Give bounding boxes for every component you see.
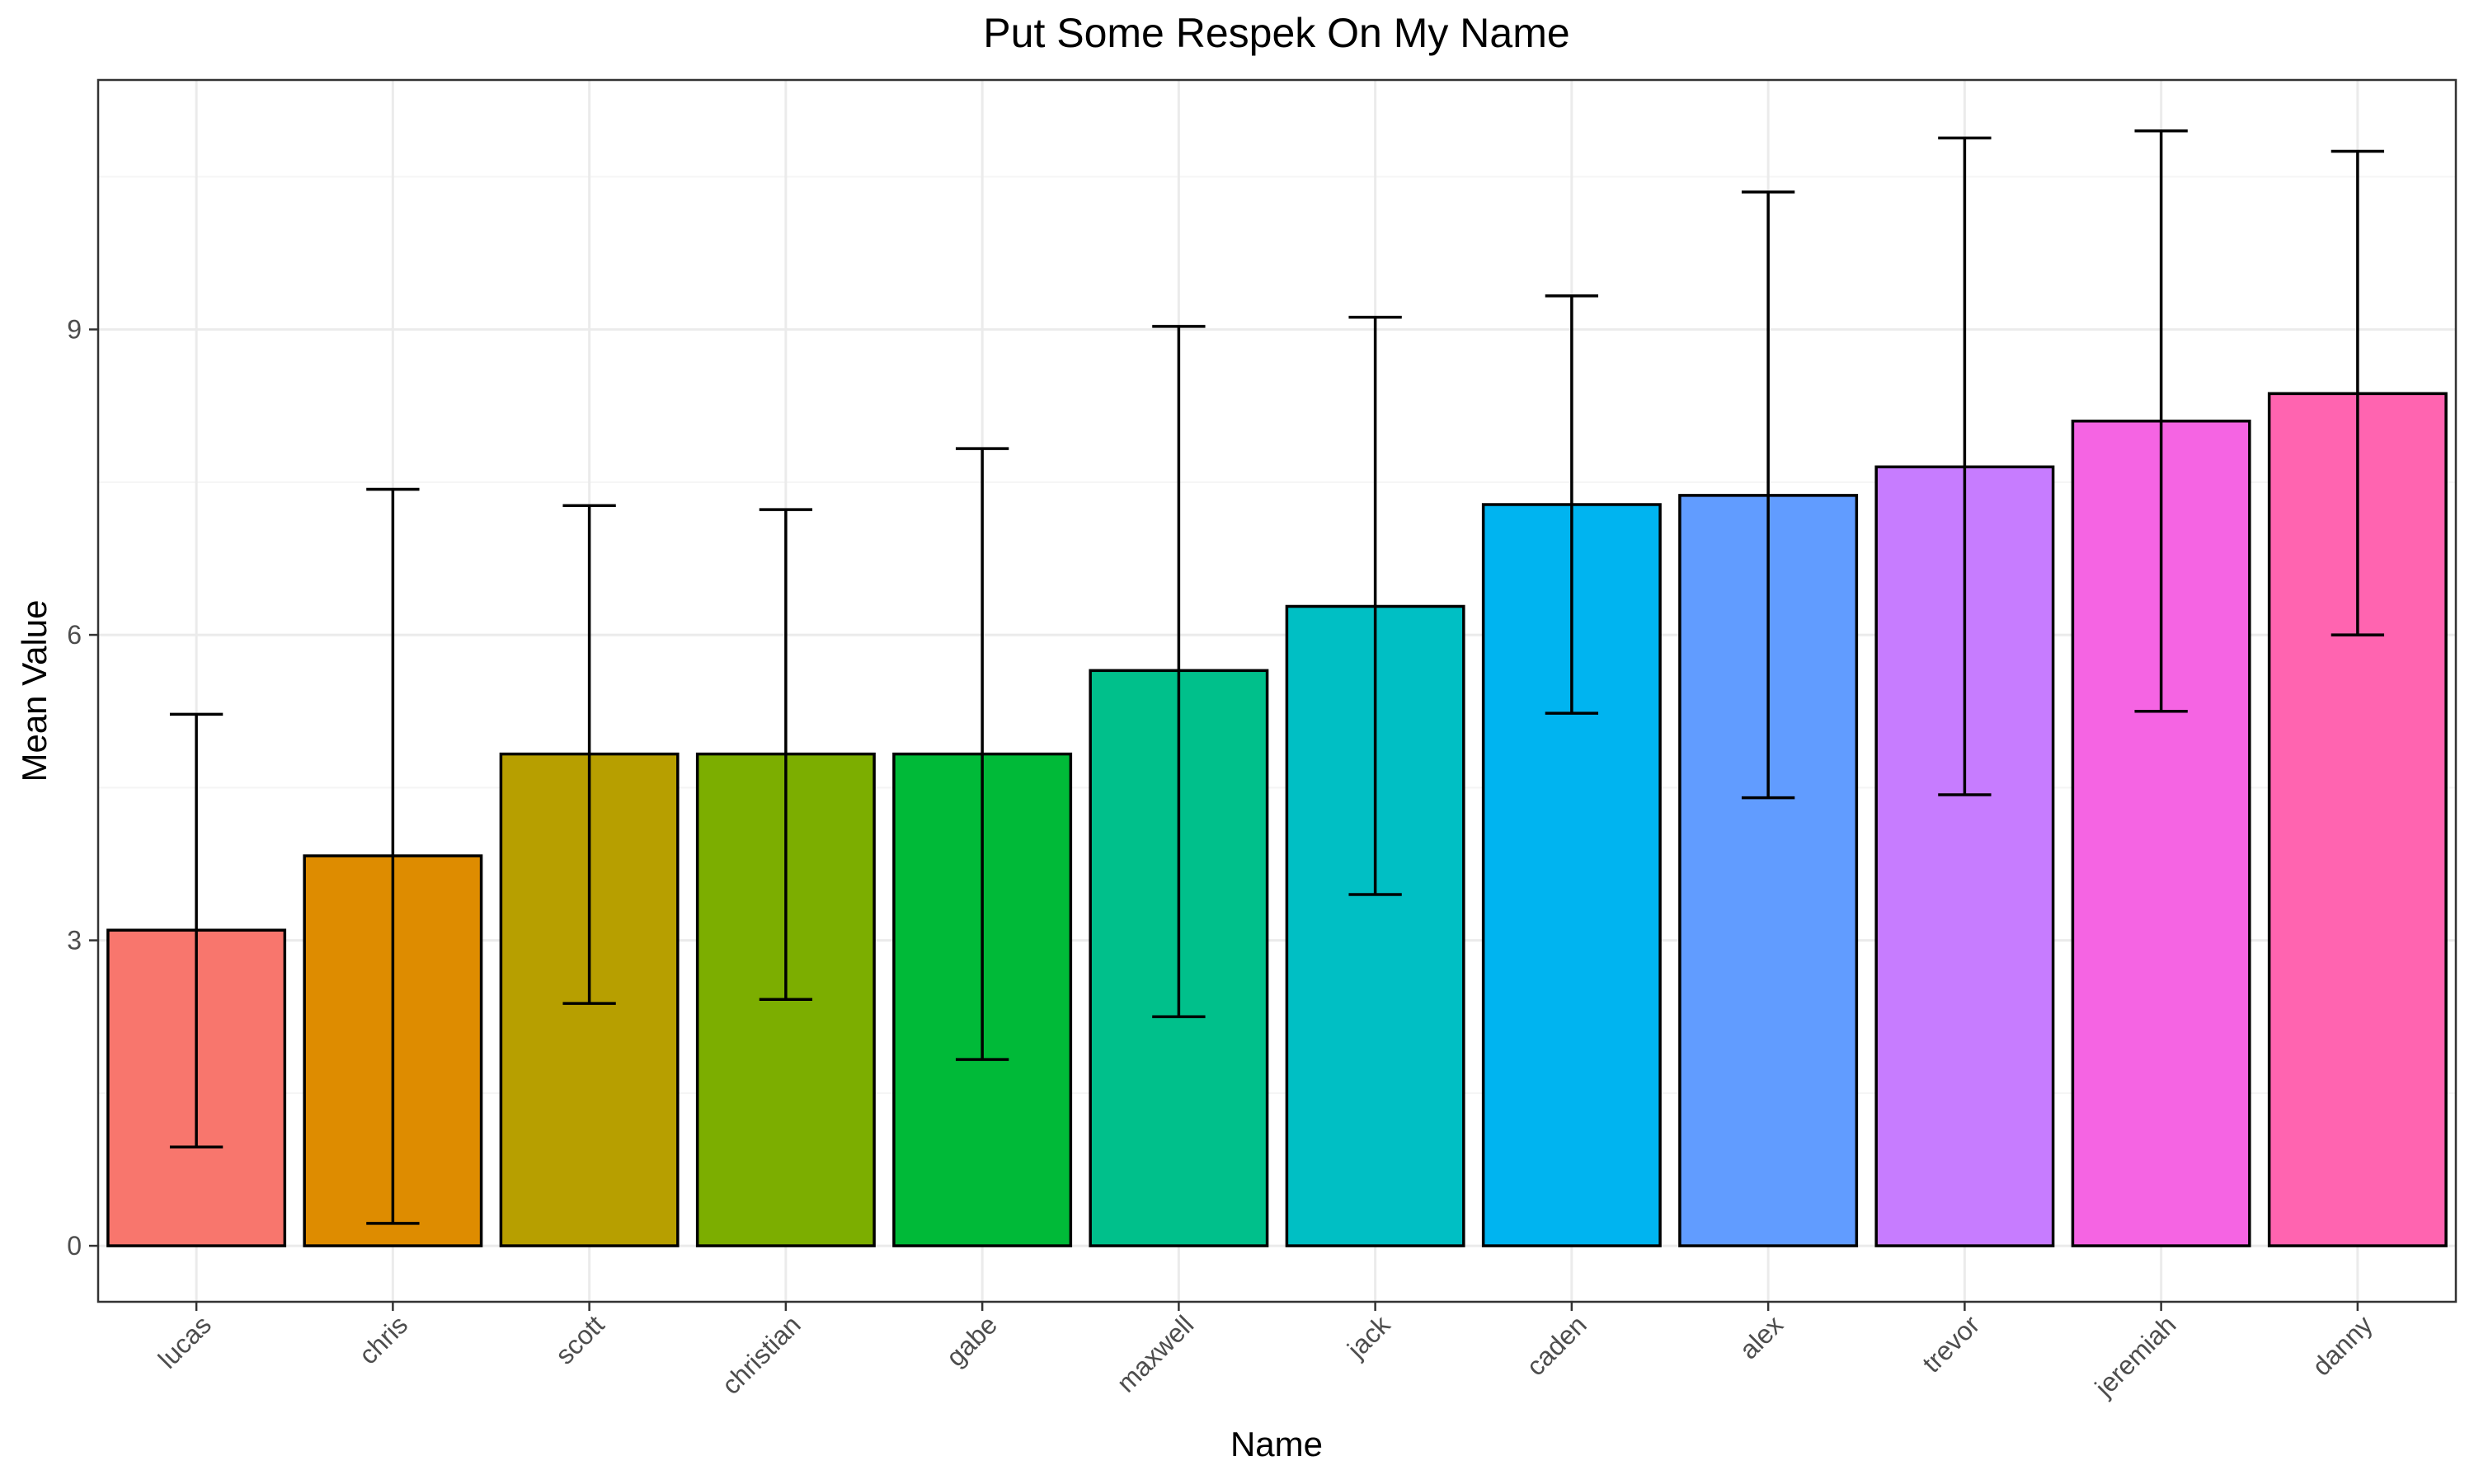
- y-tick-label: 6: [67, 620, 82, 650]
- chart-title: Put Some Respek On My Name: [983, 10, 1569, 56]
- x-tick-label-trevor: trevor: [1917, 1309, 1986, 1378]
- x-tick-label-jack: jack: [1341, 1309, 1396, 1364]
- x-tick-label-alex: alex: [1733, 1309, 1789, 1364]
- x-tick-label-chris: chris: [353, 1309, 413, 1369]
- x-tick-label-lucas: lucas: [153, 1309, 217, 1374]
- x-tick-label-gabe: gabe: [940, 1309, 1003, 1372]
- x-tick-label-danny: danny: [2307, 1309, 2378, 1381]
- panel-background: [98, 80, 2456, 1302]
- y-tick-label: 3: [67, 926, 82, 956]
- x-tick-label-christian: christian: [716, 1309, 807, 1400]
- x-tick-label-caden: caden: [1521, 1309, 1592, 1381]
- plot-area: 0 3 6 9 lucas chris scott christian gabe maxwell j…: [67, 78, 2458, 1402]
- y-tick-label: 0: [67, 1231, 82, 1261]
- y-tick-label: 9: [67, 315, 82, 345]
- x-tick-label-scott: scott: [549, 1309, 609, 1369]
- x-axis-title: Name: [1230, 1425, 1323, 1463]
- x-tick-label-maxwell: maxwell: [1111, 1309, 1199, 1397]
- x-tick-label-jeremiah: jeremiah: [2089, 1309, 2182, 1402]
- y-axis-title: Mean Value: [15, 599, 54, 782]
- panel-border: [96, 78, 2458, 1303]
